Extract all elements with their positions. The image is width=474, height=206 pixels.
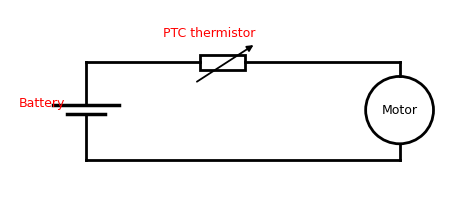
Text: Motor: Motor: [382, 104, 418, 117]
Bar: [200, 55, 246, 70]
Text: Battery: Battery: [18, 96, 64, 110]
Text: PTC thermistor: PTC thermistor: [163, 27, 255, 40]
